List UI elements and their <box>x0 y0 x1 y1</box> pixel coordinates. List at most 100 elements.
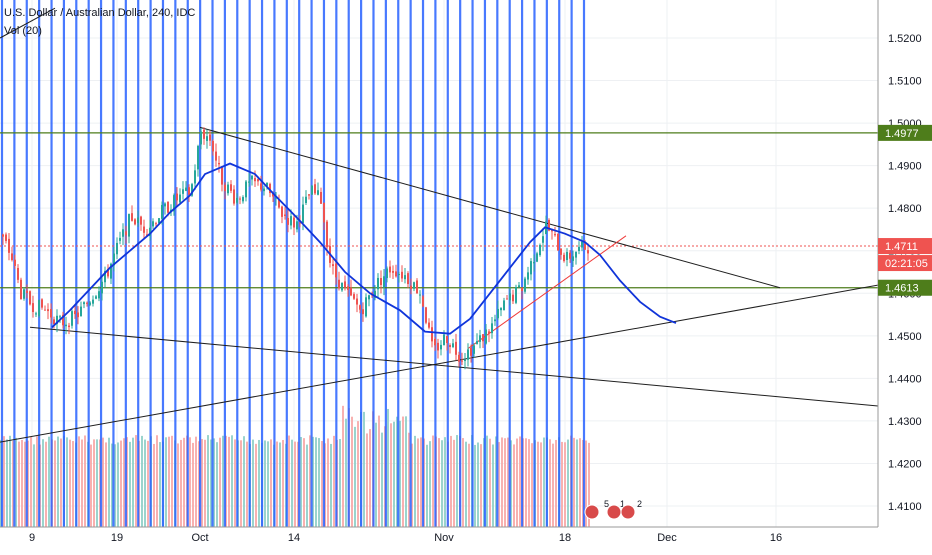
chart-title: U.S. Dollar / Australian Dollar, 240, ID… <box>4 7 195 19</box>
volume-bar <box>477 442 479 527</box>
volume-bar <box>519 436 521 527</box>
volume-bar <box>294 441 296 527</box>
price-tag-3-label: 1.4613 <box>885 283 919 295</box>
time-tick-label-0: 9 <box>29 532 35 544</box>
candle-body <box>47 309 49 312</box>
volume-bar <box>342 405 344 527</box>
candle-body <box>77 312 79 318</box>
candle-body <box>272 193 274 197</box>
candle-body <box>383 276 385 288</box>
volume-bar <box>228 436 230 527</box>
price-tick-label-11: 1.4100 <box>888 501 922 513</box>
candle-body <box>20 279 22 300</box>
volume-indicator-label[interactable]: Vol (20) <box>4 25 42 37</box>
volume-bar <box>429 441 431 527</box>
volume-bar <box>297 441 299 527</box>
candle-body <box>542 236 544 243</box>
volume-bar <box>129 441 131 527</box>
candle-body <box>536 253 538 262</box>
event-marker-1-icon <box>606 504 622 520</box>
candle-body <box>569 252 571 259</box>
candle-body <box>452 343 454 348</box>
volume-bar <box>315 437 317 527</box>
candle-body <box>515 287 517 303</box>
candle-body <box>257 179 259 182</box>
candle-body <box>146 234 148 236</box>
volume-bar <box>402 416 404 527</box>
price-tag-3 <box>878 279 932 296</box>
candle-body <box>326 221 328 248</box>
trendline-2 <box>0 284 881 443</box>
candle-body <box>53 319 55 325</box>
price-tag-2 <box>878 255 932 272</box>
volume-bar <box>69 439 71 527</box>
volume-bar <box>543 437 545 527</box>
volume-bar <box>159 442 161 527</box>
candle-body <box>347 286 349 290</box>
candle-body <box>539 244 541 256</box>
time-tick-label-4: Nov <box>434 532 454 544</box>
volume-bar <box>12 440 14 527</box>
volume-bar <box>510 440 512 527</box>
candle-body <box>110 263 112 279</box>
price-tag-0-label: 1.4977 <box>885 128 919 140</box>
candle-body <box>116 242 118 255</box>
volume-bar <box>516 438 518 527</box>
candle-body <box>305 196 307 203</box>
volume-bar <box>102 437 104 527</box>
candle-body <box>173 195 175 212</box>
volume-bar <box>279 442 281 527</box>
trendline-0 <box>199 126 781 289</box>
price-tick-label-4: 1.4800 <box>888 203 922 215</box>
volume-bar <box>366 433 368 527</box>
candle-body <box>5 234 7 241</box>
candle-body <box>524 278 526 292</box>
candle-body <box>563 254 565 262</box>
volume-bar <box>291 439 293 527</box>
volume-bar <box>252 439 254 527</box>
volume-bar <box>123 438 125 527</box>
volume-bar <box>351 416 353 527</box>
volume-bar <box>201 439 203 527</box>
candle-body <box>125 231 127 236</box>
candle-body <box>374 290 376 298</box>
volume-bar <box>453 439 455 527</box>
candle-body <box>503 300 505 311</box>
event-marker-1-count: 1 <box>620 499 625 509</box>
candle-body <box>488 331 490 334</box>
volume-bar <box>507 437 509 527</box>
candle-body <box>533 262 535 264</box>
candle-body <box>38 299 40 316</box>
candle-body <box>11 253 13 261</box>
candle-body <box>80 306 82 317</box>
volume-bar <box>114 444 116 527</box>
volume-bar <box>486 435 488 527</box>
candle-body <box>320 191 322 204</box>
candle-body <box>410 285 412 290</box>
price-tags: 1.4977 1.4711 02:21:05 1.4613 <box>878 124 932 296</box>
volume-bar <box>408 432 410 527</box>
volume-bar <box>72 441 74 527</box>
candle-body <box>425 307 427 323</box>
candle-body <box>74 310 76 315</box>
volume-bar <box>306 444 308 527</box>
candle-body <box>314 184 316 194</box>
volume-bar <box>141 435 143 527</box>
volume-bar <box>300 437 302 527</box>
volume-bar <box>495 436 497 527</box>
candle-body <box>254 178 256 182</box>
price-tag-0 <box>878 124 932 141</box>
candle-body <box>134 219 136 225</box>
volume-bar <box>258 439 260 527</box>
volume-bar <box>42 439 44 527</box>
candle-body <box>281 206 283 217</box>
volume-bar <box>585 440 587 527</box>
horizontal-levels <box>0 132 878 289</box>
price-tick-label-9: 1.4300 <box>888 416 922 428</box>
time-axis[interactable]: 9 19 Oct 14 Nov 18 Dec 16 <box>29 532 782 544</box>
candle-body <box>191 184 193 196</box>
candle-body <box>530 261 532 275</box>
candle-body <box>482 334 484 342</box>
candle-body <box>302 204 304 223</box>
volume-bar <box>135 435 137 527</box>
